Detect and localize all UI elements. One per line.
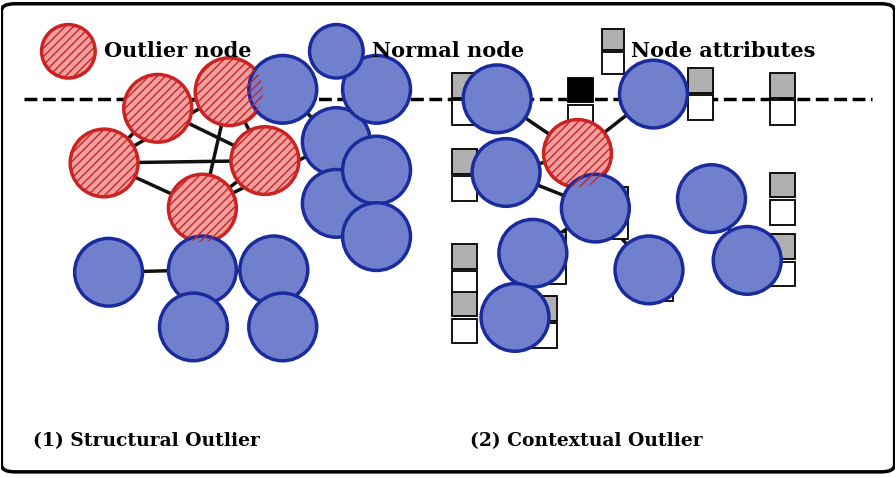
Ellipse shape bbox=[74, 239, 142, 306]
Bar bbox=[771, 73, 796, 98]
Ellipse shape bbox=[231, 127, 299, 195]
Bar bbox=[541, 232, 566, 257]
Text: (2) Contextual Outlier: (2) Contextual Outlier bbox=[470, 433, 703, 450]
Bar bbox=[603, 187, 628, 212]
Bar bbox=[452, 176, 477, 201]
Ellipse shape bbox=[342, 55, 410, 123]
Ellipse shape bbox=[240, 236, 307, 304]
Text: Node attributes: Node attributes bbox=[631, 41, 815, 61]
FancyBboxPatch shape bbox=[2, 4, 894, 472]
Bar bbox=[771, 173, 796, 197]
Ellipse shape bbox=[303, 170, 370, 237]
Bar bbox=[452, 73, 477, 98]
Text: Outlier node: Outlier node bbox=[104, 41, 252, 61]
Ellipse shape bbox=[615, 236, 683, 304]
Bar bbox=[568, 105, 592, 130]
Ellipse shape bbox=[677, 165, 745, 232]
Bar bbox=[771, 261, 796, 286]
Ellipse shape bbox=[713, 227, 781, 294]
Text: Normal node: Normal node bbox=[372, 41, 524, 61]
Ellipse shape bbox=[619, 60, 687, 128]
Ellipse shape bbox=[249, 55, 316, 123]
Ellipse shape bbox=[309, 24, 363, 78]
Bar bbox=[771, 235, 796, 259]
Bar bbox=[771, 100, 796, 125]
Bar bbox=[452, 149, 477, 174]
Bar bbox=[541, 259, 566, 284]
Bar bbox=[603, 214, 628, 239]
Ellipse shape bbox=[168, 174, 237, 242]
Ellipse shape bbox=[70, 129, 138, 197]
Bar bbox=[688, 95, 713, 120]
Ellipse shape bbox=[544, 120, 611, 187]
Bar bbox=[688, 68, 713, 93]
Ellipse shape bbox=[481, 283, 549, 351]
Ellipse shape bbox=[463, 65, 531, 133]
Ellipse shape bbox=[342, 136, 410, 204]
Bar bbox=[452, 292, 477, 316]
Bar bbox=[602, 52, 625, 74]
Bar bbox=[452, 244, 477, 269]
Bar bbox=[568, 77, 592, 102]
Bar bbox=[648, 276, 673, 301]
Ellipse shape bbox=[124, 75, 192, 142]
Bar bbox=[648, 249, 673, 273]
Text: (1) Structural Outlier: (1) Structural Outlier bbox=[32, 433, 260, 450]
Bar bbox=[452, 100, 477, 125]
Bar bbox=[532, 323, 557, 348]
Bar bbox=[452, 271, 477, 296]
Bar bbox=[771, 200, 796, 225]
Bar bbox=[532, 296, 557, 321]
Ellipse shape bbox=[342, 203, 410, 271]
Ellipse shape bbox=[303, 108, 370, 175]
Ellipse shape bbox=[499, 219, 567, 287]
Ellipse shape bbox=[562, 174, 629, 242]
Ellipse shape bbox=[41, 24, 95, 78]
Ellipse shape bbox=[168, 236, 237, 304]
Ellipse shape bbox=[195, 58, 263, 126]
Bar bbox=[602, 29, 625, 50]
Ellipse shape bbox=[249, 293, 316, 361]
Ellipse shape bbox=[472, 139, 540, 206]
Bar bbox=[452, 319, 477, 343]
Ellipse shape bbox=[159, 293, 228, 361]
